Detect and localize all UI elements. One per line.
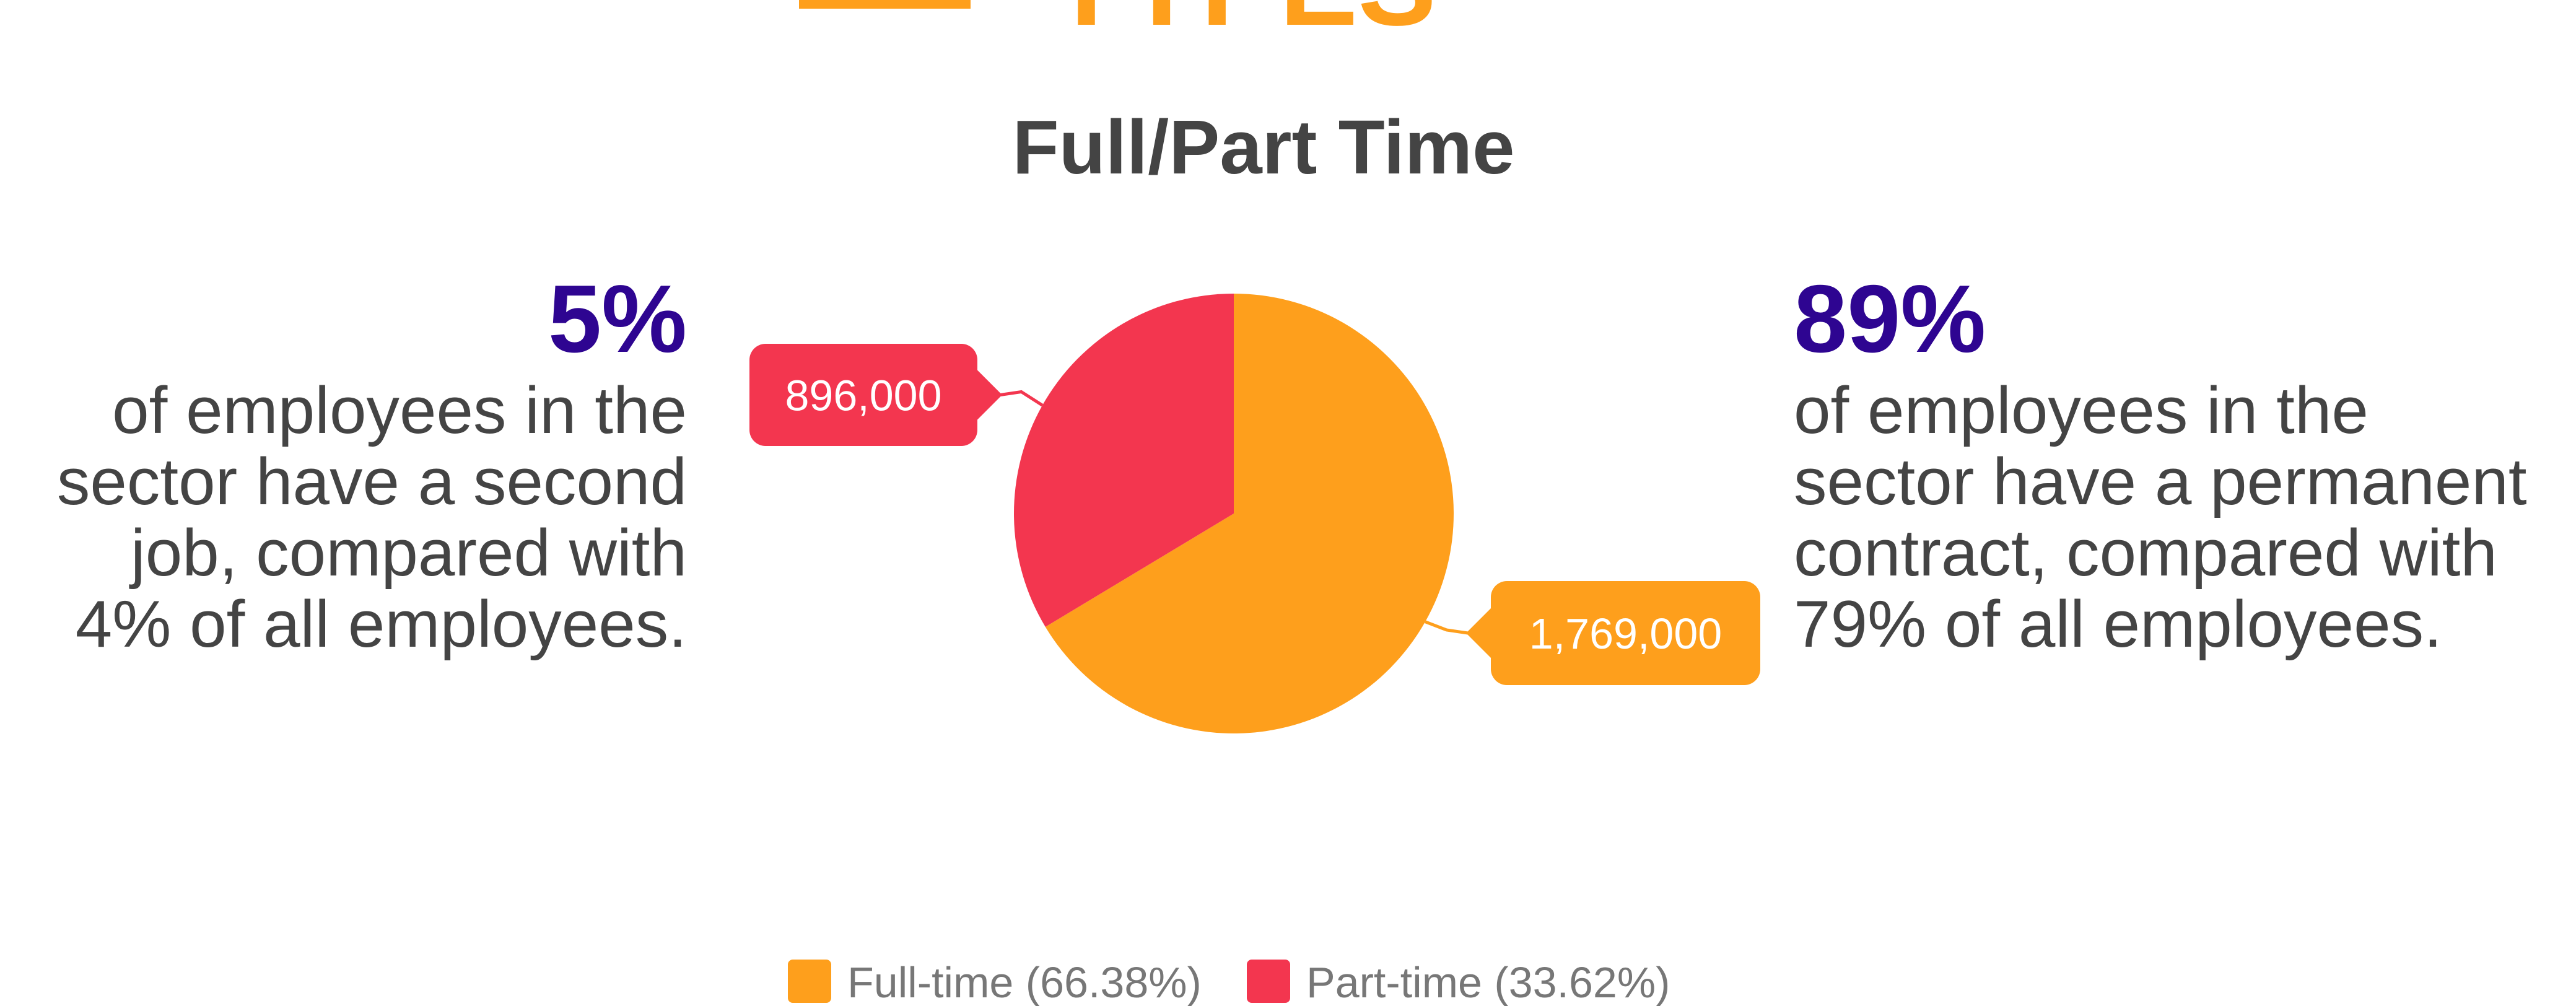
callout-box [1491,581,1760,685]
heading-bar [799,0,971,9]
callout-line [1000,390,1044,407]
legend-swatch [1247,960,1290,1003]
stat-text: of employees in the [112,373,687,447]
value-label: 896,000 [785,372,941,420]
pie-slice [1014,294,1234,628]
value-label: 1,769,000 [1529,610,1722,658]
callout-pointer [1466,608,1491,658]
stat-text: 79% of all employees. [1794,587,2442,661]
legend-swatch [788,960,831,1003]
callout-line [1425,620,1469,635]
stat-text: contract, compared with [1794,515,2497,590]
stat-text: job, compared with [129,515,687,590]
callout-pointer [977,370,1002,420]
stat-text: sector have a permanent [1794,444,2527,518]
chart-title: Full/Part Time [1012,105,1514,190]
stat-value: 89% [1794,265,1986,372]
stat-value: 5% [548,265,687,372]
callout-box [749,344,977,446]
legend-label: Part-time (33.62%) [1306,958,1670,1006]
pie-slice [1045,294,1454,733]
legend-label: Full-time (66.38%) [847,958,1202,1006]
stat-text: sector have a second [57,444,687,518]
stat-text: 4% of all employees. [76,587,687,661]
heading: TYPES [1050,0,1436,50]
stat-text: of employees in the [1794,373,2369,447]
